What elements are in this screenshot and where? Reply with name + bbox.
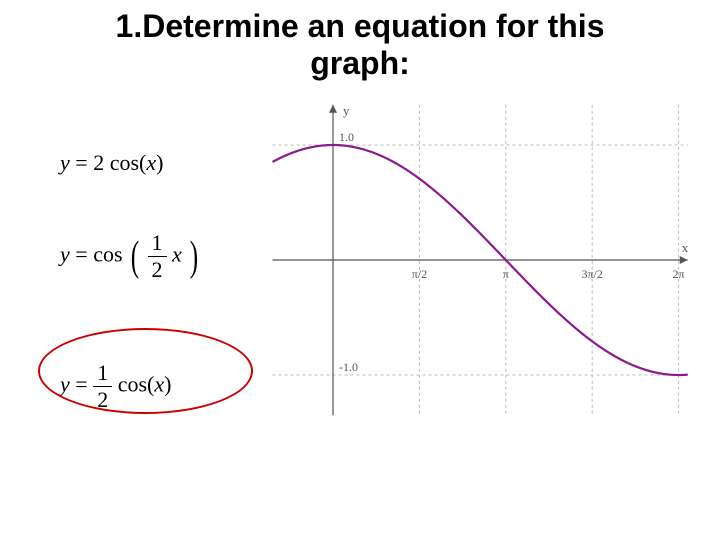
svg-text:π/2: π/2 bbox=[412, 267, 427, 281]
svg-text:x: x bbox=[682, 240, 689, 255]
svg-text:π: π bbox=[503, 267, 509, 281]
title-line-2: graph: bbox=[0, 45, 720, 82]
svg-text:-1.0: -1.0 bbox=[339, 360, 358, 374]
svg-text:1.0: 1.0 bbox=[339, 130, 354, 144]
svg-text:y: y bbox=[343, 103, 350, 118]
equation-option-1: y = 2 cos(x) bbox=[60, 150, 163, 176]
correct-answer-circle bbox=[38, 328, 253, 414]
chart-svg: y x 1.0 -1.0 π/2 π 3π/2 2π bbox=[270, 100, 710, 420]
cosine-graph: y x 1.0 -1.0 π/2 π 3π/2 2π bbox=[270, 100, 710, 420]
svg-text:3π/2: 3π/2 bbox=[581, 267, 602, 281]
svg-text:2π: 2π bbox=[673, 267, 685, 281]
page-title: 1.Determine an equation for this graph: bbox=[0, 0, 720, 82]
title-line-1: 1.Determine an equation for this bbox=[0, 8, 720, 45]
equation-option-2: y = cos ( 1 2 x ) bbox=[60, 230, 201, 283]
content-area: y = 2 cos(x) y = cos ( 1 2 x ) y = bbox=[0, 110, 720, 530]
